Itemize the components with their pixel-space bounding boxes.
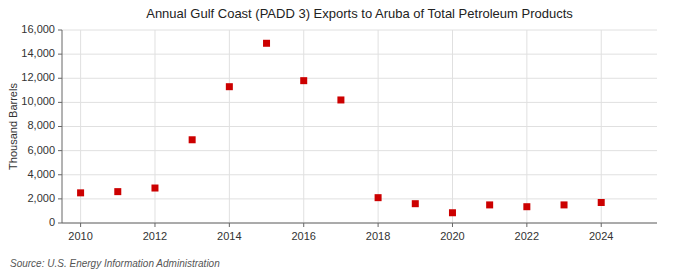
y-grid-line [62,102,657,103]
x-tick-label: 2020 [440,230,464,242]
y-grid-line [62,54,657,55]
x-grid-line [303,30,304,223]
y-tick-label: 8,000 [27,119,55,131]
point [300,77,307,84]
y-tick-label: 2,000 [27,192,55,204]
point [189,136,196,143]
y-axis-label: Thousand Barrels [7,83,19,170]
y-grid-line [62,30,657,31]
y-tick [58,54,62,55]
y-grid-line [62,78,657,79]
y-axis-line [62,30,63,223]
x-tick-label: 2024 [589,230,613,242]
x-tick [303,223,304,227]
y-tick [58,30,62,31]
source-note: Source: U.S. Energy Information Administ… [10,258,220,269]
y-tick-label: 12,000 [21,71,55,83]
x-tick-label: 2014 [217,230,241,242]
y-tick-label: 14,000 [21,47,55,59]
y-tick-label: 0 [49,216,55,228]
point [77,189,84,196]
y-tick [58,174,62,175]
x-tick [526,223,527,227]
y-tick-label: 4,000 [27,168,55,180]
background [0,0,675,275]
point [412,200,419,207]
axes: 0 2,000 4,000 6,000 8,000 10,000 12,000 14,000 1… [21,23,657,242]
point [114,188,121,195]
chart: 0 2,000 4,000 6,000 8,000 10,000 12,000 14,000 1… [0,0,675,275]
x-tick-label: 2010 [68,230,92,242]
points [77,40,605,216]
y-tick [58,150,62,151]
x-grid-line [452,30,453,223]
x-grid-line [154,30,155,223]
x-tick [378,223,379,227]
x-axis-line [62,223,657,224]
point [226,83,233,90]
point [561,201,568,208]
y-tick-label: 16,000 [21,23,55,35]
x-tick-label: 2022 [515,230,539,242]
x-tick-label: 2012 [143,230,167,242]
point [151,185,158,192]
y-tick [58,102,62,103]
y-grid-line [62,223,657,224]
y-tick [58,78,62,79]
y-tick [58,223,62,224]
y-grid-line [62,150,657,151]
title: Annual Gulf Coast (PADD 3) Exports to Ar… [146,6,573,21]
x-tick [154,223,155,227]
x-tick [601,223,602,227]
point [523,203,530,210]
y-tick [58,198,62,199]
point [375,194,382,201]
point [337,96,344,103]
x-grid-line [601,30,602,223]
y-grid-line [62,198,657,199]
x-tick [229,223,230,227]
y-grid-line [62,126,657,127]
x-tick-label: 2016 [291,230,315,242]
grid [62,30,657,223]
point [598,199,605,206]
y-tick [58,126,62,127]
point [449,209,456,216]
x-grid-line [526,30,527,223]
x-grid-line [229,30,230,223]
x-tick [452,223,453,227]
y-grid-line [62,174,657,175]
y-tick-label: 6,000 [27,144,55,156]
x-tick [80,223,81,227]
point [263,40,270,47]
y-tick-label: 10,000 [21,95,55,107]
point [486,201,493,208]
x-tick-label: 2018 [366,230,390,242]
x-grid-line [378,30,379,223]
